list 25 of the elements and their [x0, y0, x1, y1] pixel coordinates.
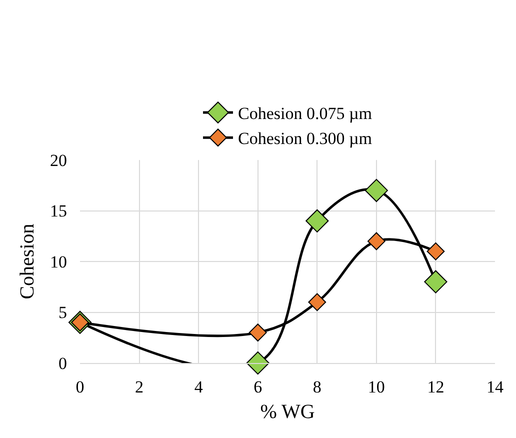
point — [306, 209, 329, 232]
y-tick-label: 15 — [50, 202, 67, 221]
x-tick-label: 14 — [486, 377, 504, 396]
y-tick-label: 5 — [58, 303, 67, 322]
x-tick-label: 12 — [427, 377, 444, 396]
point — [424, 270, 448, 294]
legend-label: Cohesion 0.300 µm — [238, 129, 372, 148]
x-tick-label: 10 — [368, 377, 385, 396]
point — [308, 293, 326, 312]
x-tick-label: 6 — [254, 377, 262, 396]
point — [367, 232, 386, 250]
x-tick-label: 0 — [76, 377, 84, 396]
x-axis-title: % WG — [260, 400, 315, 423]
point — [246, 351, 270, 375]
y-tick-label: 0 — [58, 354, 67, 373]
x-tick-label: 4 — [194, 377, 204, 396]
point — [248, 324, 267, 342]
x-tick-label: 2 — [135, 377, 144, 396]
x-tick-label: 8 — [312, 377, 322, 396]
point — [426, 242, 445, 260]
point — [364, 178, 388, 202]
y-axis-title: Cohesion — [16, 224, 38, 300]
legend-label: Cohesion 0.075 µm — [238, 104, 372, 124]
y-tick-label: 10 — [50, 252, 67, 272]
y-tick-label: 20 — [50, 150, 67, 170]
